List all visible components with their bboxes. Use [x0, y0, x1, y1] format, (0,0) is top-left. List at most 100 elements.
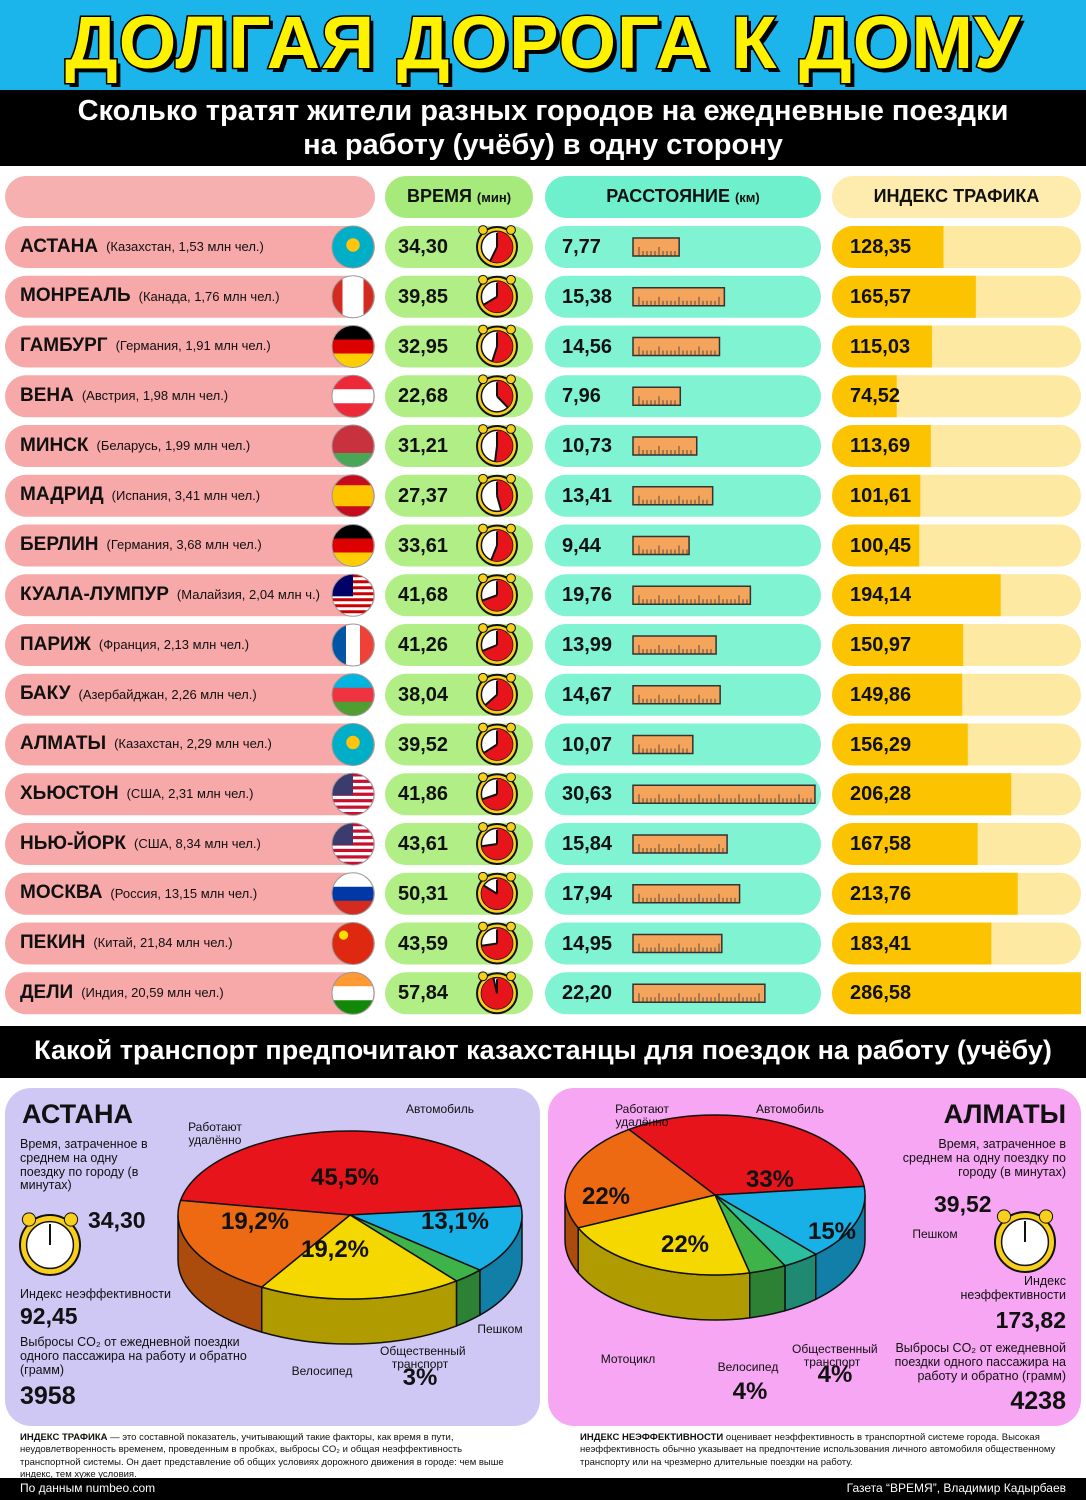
city-info: (Казахстан, 1,53 млн чел.)	[106, 238, 264, 254]
flag-stripe	[332, 858, 374, 863]
footer-band	[0, 1478, 1086, 1500]
clock-hand	[491, 346, 498, 362]
clock-bell	[478, 573, 488, 584]
city-info: (Австрия, 1,98 млн чел.)	[81, 388, 229, 404]
flag-stripe	[332, 986, 374, 1001]
subtitle: Сколько тратят жители разных городов на …	[77, 95, 1009, 161]
city-cell	[5, 275, 375, 318]
flag-sun	[346, 238, 360, 252]
clock-bell	[478, 274, 488, 285]
flag-stripe	[332, 598, 374, 602]
distance-ruler	[632, 535, 690, 556]
city-info: (Франция, 2,13 млн чел.)	[98, 636, 250, 652]
slice-label: 4%	[732, 1378, 768, 1405]
clock-bell	[506, 324, 516, 335]
slice-label: 19,2%	[300, 1236, 370, 1263]
flag-stripe	[360, 624, 374, 666]
time-caption: Время, затраченное в среднем на одну пое…	[902, 1137, 1066, 1179]
column-unit: (км)	[734, 190, 760, 205]
clock-bell	[21, 1212, 37, 1227]
flag-stripe	[332, 852, 374, 856]
distance-value: 14,67	[562, 683, 613, 706]
clock-bell	[506, 822, 516, 832]
flag-border	[331, 424, 375, 468]
clock-bell	[506, 722, 516, 733]
flag	[332, 872, 374, 915]
inefficiency-caption: Индекс неэффективности	[20, 1287, 171, 1301]
title: ДОЛГАЯ ДОРОГА К ДОМУ	[63, 0, 1022, 85]
index-value: 167,58	[850, 833, 912, 855]
time-value: 22,68	[398, 385, 449, 408]
flag-stripe	[332, 900, 374, 915]
time-value: 27,37	[398, 484, 449, 507]
distance-ruler	[632, 884, 741, 904]
index-bar	[832, 425, 931, 467]
slice-label: 13,1%	[420, 1208, 490, 1235]
slice-name: Пешком	[912, 1227, 958, 1241]
time-value: 32,95	[398, 335, 449, 358]
flag-stripe	[332, 799, 374, 803]
index-bar	[832, 723, 968, 766]
clock-hand	[483, 743, 498, 754]
time-value: 50,31	[398, 882, 449, 905]
clock-hand	[481, 594, 498, 602]
distance-value: 19,76	[562, 584, 613, 607]
time-value: 31,21	[398, 435, 449, 457]
city-cell	[5, 723, 375, 766]
city-label: МОСКВА (Россия, 13,15 млн чел.)	[20, 873, 320, 915]
flag-stripe	[332, 802, 374, 807]
city-info: (Китай, 21,84 млн чел.)	[93, 935, 233, 951]
city-cell	[5, 673, 375, 716]
clock-bell	[478, 871, 488, 882]
clock-bell	[506, 573, 516, 584]
slice-label: 3%	[402, 1364, 438, 1391]
index-bar	[832, 773, 1012, 816]
time-value: 38,04	[398, 683, 449, 706]
flag-stripe	[332, 325, 374, 340]
flag-border	[331, 872, 375, 916]
flag-stripe	[332, 610, 374, 614]
flag-stripe	[332, 403, 374, 418]
note: ИНДЕКС ТРАФИКА — это составной показател…	[20, 1432, 520, 1481]
slice-name: Работают удалённо	[188, 1120, 242, 1148]
clock-sector	[497, 380, 513, 408]
flag	[332, 972, 374, 1015]
co2-value: 3958	[20, 1382, 76, 1410]
flag-border	[331, 623, 375, 667]
city-cell	[5, 226, 375, 268]
city-cell	[5, 972, 375, 1015]
pie-slice	[349, 1205, 523, 1271]
city-name: ПАРИЖ	[20, 633, 91, 655]
clock-bell	[506, 921, 516, 932]
flag-stripe	[332, 485, 374, 507]
distance-value: 13,99	[562, 634, 613, 656]
index-bar	[832, 524, 920, 567]
index-value: 183,41	[850, 932, 912, 955]
city-label: ДЕЛИ (Индия, 20,59 млн чел.)	[20, 972, 320, 1014]
clock-hand	[483, 295, 498, 306]
clock-hand	[496, 395, 509, 409]
flag-stripe	[332, 552, 374, 567]
flag-stripe	[332, 872, 374, 888]
clock-hand	[496, 495, 503, 512]
city-label: ПАРИЖ (Франция, 2,13 млн чел.)	[20, 624, 320, 666]
flag-border	[331, 275, 375, 319]
city-info: (Казахстан, 2,29 млн чел.)	[114, 736, 272, 752]
column-header: ИНДЕКС ТРАФИКА	[832, 186, 1081, 207]
index-value: 128,35	[850, 236, 912, 258]
city-label: БЕРЛИН (Германия, 3,68 млн чел.)	[20, 525, 320, 567]
flag-stripe	[332, 595, 374, 599]
distance-ruler	[632, 486, 714, 506]
index-value: 74,52	[850, 385, 901, 408]
clock-hand	[481, 942, 498, 947]
clock-hand	[494, 445, 498, 462]
city-cell	[5, 325, 375, 368]
city-info: (Беларусь, 1,99 млн чел.)	[96, 437, 251, 453]
inefficiency-value: 173,82	[995, 1307, 1066, 1333]
distance-value: 15,38	[562, 285, 613, 308]
flag-stripe	[332, 506, 374, 517]
clock-bell	[506, 424, 516, 434]
distance-value: 22,20	[562, 982, 613, 1005]
pie-slice	[627, 1114, 866, 1196]
index-bar	[832, 872, 1018, 915]
